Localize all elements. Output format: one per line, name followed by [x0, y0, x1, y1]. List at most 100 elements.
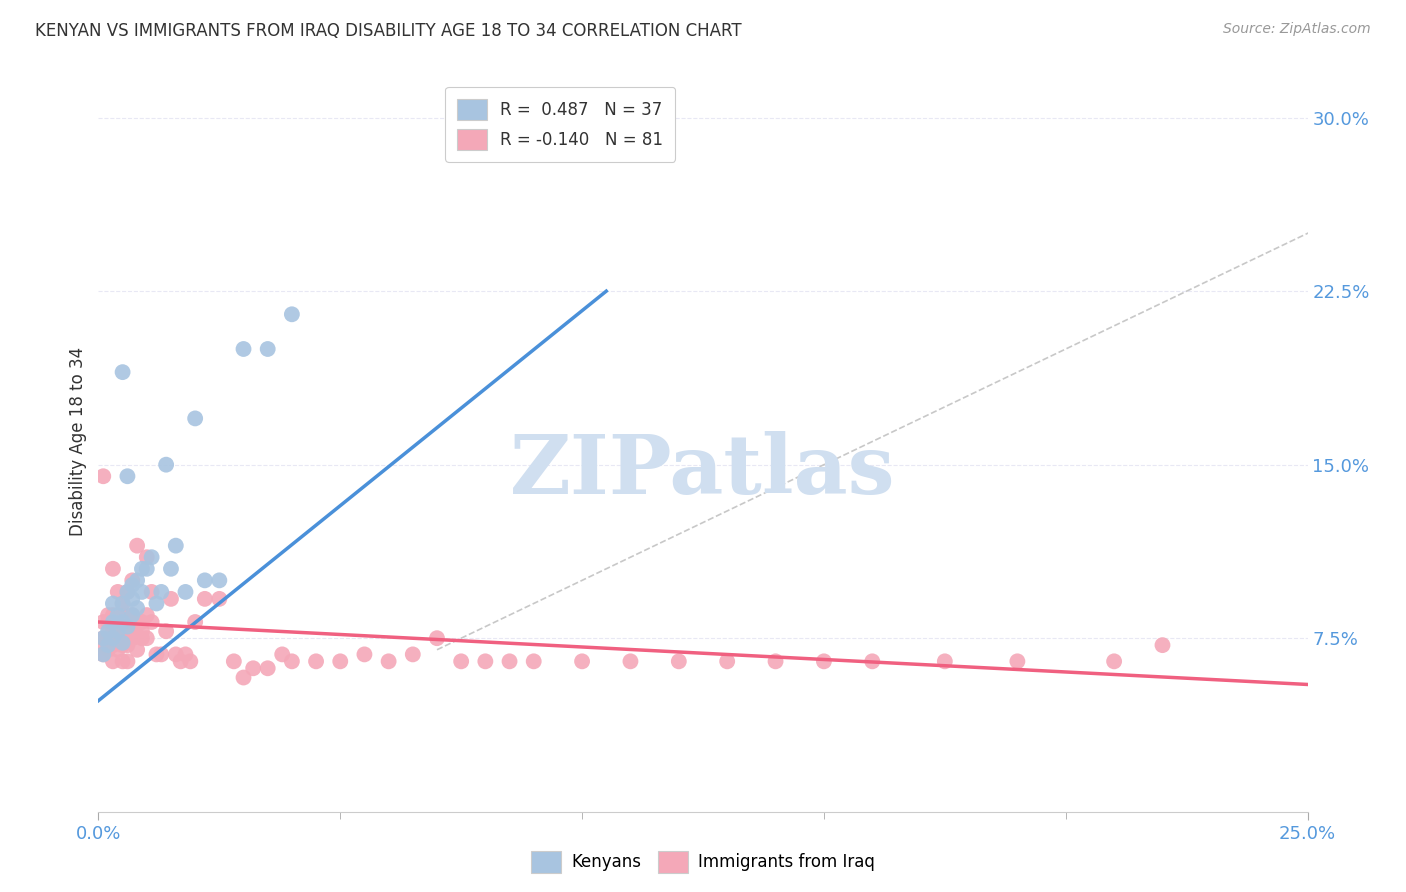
Point: [1152, 638, 1174, 652]
Point: [184, 615, 207, 629]
Point: [117, 469, 139, 483]
Point: [111, 608, 134, 623]
Point: [145, 597, 167, 611]
Point: [256, 342, 278, 356]
Point: [1102, 654, 1125, 668]
Point: [107, 615, 129, 629]
Point: [117, 624, 139, 639]
Legend: Kenyans, Immigrants from Iraq: Kenyans, Immigrants from Iraq: [524, 845, 882, 880]
Point: [111, 597, 134, 611]
Point: [305, 654, 328, 668]
Point: [107, 585, 129, 599]
Point: [90, 638, 112, 652]
Point: [281, 307, 304, 321]
Point: [135, 562, 157, 576]
Point: [101, 631, 124, 645]
Point: [101, 615, 124, 629]
Point: [232, 342, 254, 356]
Point: [127, 539, 149, 553]
Point: [127, 601, 149, 615]
Point: [174, 648, 197, 662]
Point: [91, 469, 114, 483]
Point: [174, 585, 197, 599]
Point: [91, 631, 114, 645]
Point: [107, 624, 129, 639]
Point: [101, 608, 124, 623]
Point: [107, 629, 129, 643]
Point: [131, 585, 153, 599]
Point: [141, 615, 163, 629]
Point: [208, 574, 231, 588]
Point: [668, 654, 690, 668]
Point: [101, 638, 124, 652]
Point: [97, 624, 120, 639]
Point: [377, 654, 399, 668]
Point: [111, 615, 134, 629]
Point: [111, 638, 134, 652]
Point: [329, 654, 352, 668]
Point: [194, 591, 217, 606]
Point: [131, 562, 153, 576]
Text: KENYAN VS IMMIGRANTS FROM IRAQ DISABILITY AGE 18 TO 34 CORRELATION CHART: KENYAN VS IMMIGRANTS FROM IRAQ DISABILIT…: [35, 22, 742, 40]
Point: [121, 578, 143, 592]
Point: [127, 642, 149, 657]
Point: [111, 365, 134, 379]
Point: [121, 574, 143, 588]
Point: [91, 648, 114, 662]
Point: [135, 608, 157, 623]
Text: ZIPatlas: ZIPatlas: [510, 431, 896, 511]
Point: [97, 615, 120, 629]
Point: [131, 615, 153, 629]
Point: [111, 636, 134, 650]
Point: [131, 624, 153, 639]
Point: [474, 654, 496, 668]
Point: [256, 661, 278, 675]
Point: [121, 631, 143, 645]
Point: [208, 591, 231, 606]
Point: [155, 458, 177, 472]
Y-axis label: Disability Age 18 to 34: Disability Age 18 to 34: [69, 347, 87, 536]
Text: Source: ZipAtlas.com: Source: ZipAtlas.com: [1223, 22, 1371, 37]
Point: [91, 615, 114, 629]
Point: [150, 648, 173, 662]
Point: [135, 631, 157, 645]
Point: [571, 654, 593, 668]
Point: [169, 654, 191, 668]
Point: [1007, 654, 1029, 668]
Point: [619, 654, 641, 668]
Point: [97, 631, 120, 645]
Point: [160, 562, 183, 576]
Point: [145, 648, 167, 662]
Point: [101, 597, 124, 611]
Point: [179, 654, 201, 668]
Point: [127, 629, 149, 643]
Point: [934, 654, 956, 668]
Point: [194, 574, 217, 588]
Legend: R =  0.487   N = 37, R = -0.140   N = 81: R = 0.487 N = 37, R = -0.140 N = 81: [446, 87, 675, 161]
Point: [135, 550, 157, 565]
Point: [813, 654, 835, 668]
Point: [402, 648, 425, 662]
Point: [426, 631, 449, 645]
Point: [165, 648, 187, 662]
Point: [184, 411, 207, 425]
Point: [97, 638, 120, 652]
Point: [127, 615, 149, 629]
Point: [271, 648, 294, 662]
Point: [860, 654, 883, 668]
Point: [101, 624, 124, 639]
Point: [91, 631, 114, 645]
Point: [498, 654, 520, 668]
Point: [101, 562, 124, 576]
Point: [107, 642, 129, 657]
Point: [117, 585, 139, 599]
Point: [97, 608, 120, 623]
Point: [523, 654, 546, 668]
Point: [97, 642, 120, 657]
Point: [450, 654, 472, 668]
Point: [117, 585, 139, 599]
Point: [165, 539, 187, 553]
Point: [117, 619, 139, 633]
Point: [111, 654, 134, 668]
Point: [141, 585, 163, 599]
